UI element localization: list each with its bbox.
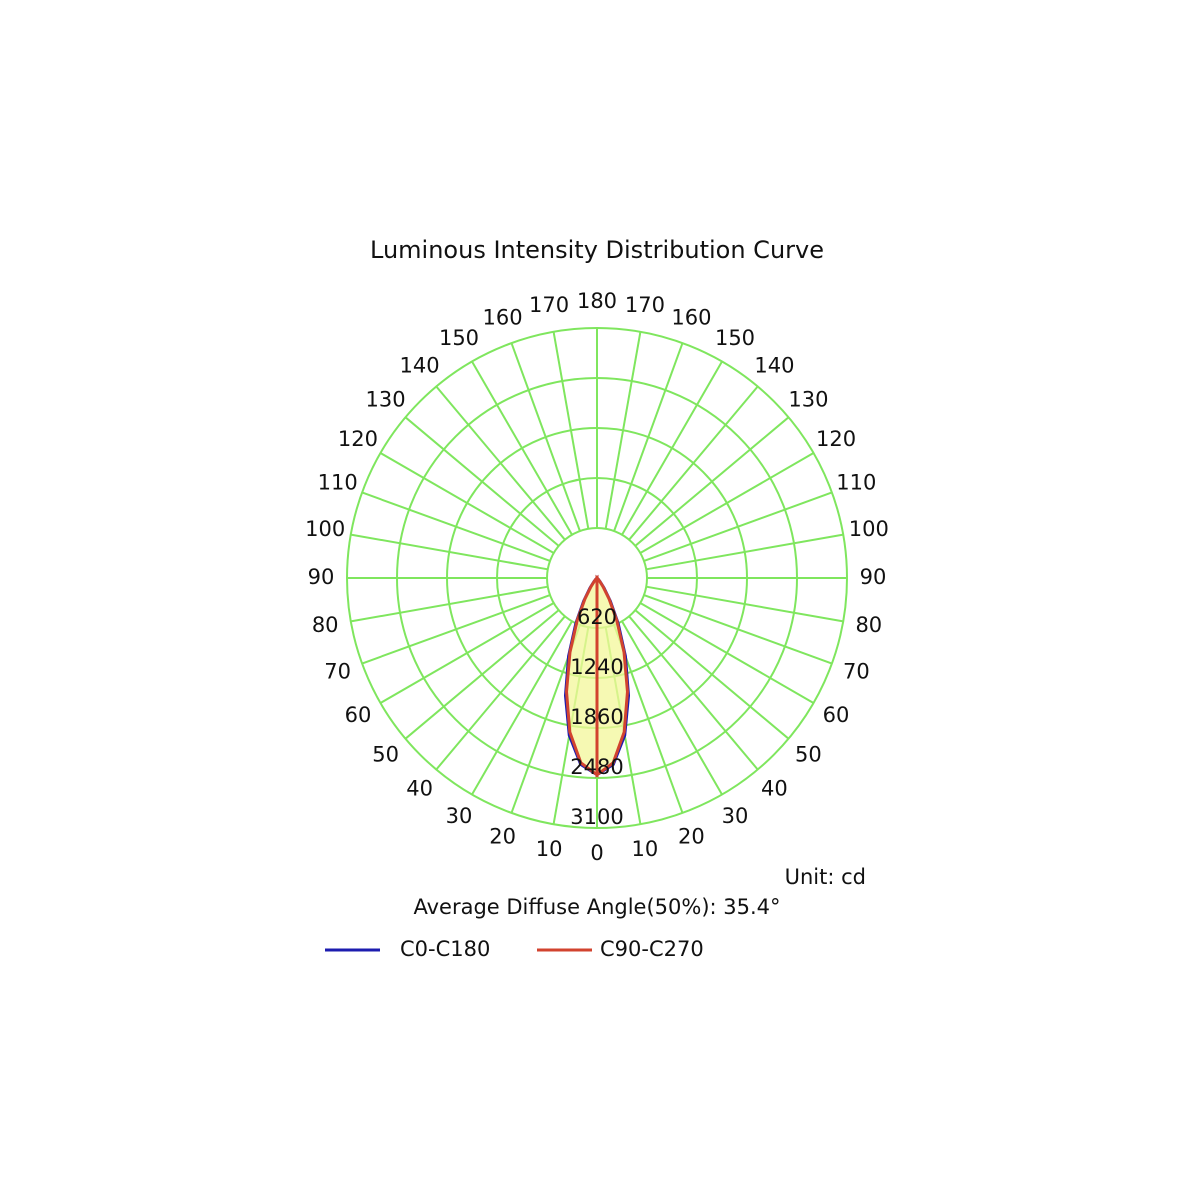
grid-spoke (628, 615, 759, 771)
grid-spoke (646, 585, 844, 623)
angle-label: 50 (795, 742, 822, 766)
angle-label: 70 (843, 659, 870, 683)
angle-label: 150 (715, 326, 755, 350)
grid-spoke (646, 533, 844, 571)
grid-spoke (639, 602, 815, 704)
radial-label: 3100 (570, 805, 623, 829)
angle-label: 140 (400, 354, 440, 378)
intensity-curve (565, 574, 599, 778)
angle-label: 90 (860, 565, 887, 589)
angle-label: 130 (366, 388, 406, 412)
grid-spoke (379, 452, 555, 554)
grid-spoke (621, 620, 723, 796)
angle-label: 160 (483, 306, 523, 330)
grid-spoke (435, 385, 566, 541)
angle-label: 100 (305, 517, 345, 541)
angle-label: 70 (324, 659, 351, 683)
angle-label: 180 (577, 289, 617, 313)
grid-spoke (643, 594, 833, 665)
radial-label: 2480 (570, 755, 623, 779)
grid-spoke (361, 491, 551, 562)
grid-spoke (604, 331, 642, 529)
angle-label: 30 (722, 804, 749, 828)
angle-label: 80 (312, 613, 339, 637)
grid-spoke (621, 360, 723, 536)
grid-spoke (552, 331, 590, 529)
angle-label: 20 (678, 824, 705, 848)
angle-label: 50 (372, 742, 399, 766)
angle-label: 80 (855, 613, 882, 637)
grid-spoke (510, 342, 581, 532)
grid-spoke (613, 342, 684, 532)
grid-spoke (643, 491, 833, 562)
angle-label: 140 (754, 354, 794, 378)
angle-label: 40 (406, 776, 433, 800)
angle-label: 130 (788, 388, 828, 412)
angle-label: 170 (529, 293, 569, 317)
angle-label: 110 (318, 471, 358, 495)
grid-spoke (471, 620, 573, 796)
grid-spoke (639, 452, 815, 554)
unit-label: Unit: cd (785, 865, 866, 889)
angle-label: 160 (671, 306, 711, 330)
angle-label: 10 (536, 837, 563, 861)
grid-spoke (628, 385, 759, 541)
angle-label: 30 (446, 804, 473, 828)
angle-label: 40 (761, 776, 788, 800)
angle-label: 120 (338, 427, 378, 451)
angle-label: 100 (849, 517, 889, 541)
angle-label: 90 (308, 565, 335, 589)
annotation: Average Diffuse Angle(50%): 35.4° (413, 895, 780, 919)
grid-spoke (350, 585, 548, 623)
grid-spoke (634, 609, 790, 740)
grid-spoke (404, 609, 560, 740)
angle-label: 170 (625, 293, 665, 317)
grid-spoke (361, 594, 551, 665)
grid-spoke (435, 615, 566, 771)
grid-spoke (404, 416, 560, 547)
angle-label: 150 (439, 326, 479, 350)
chart-title: Luminous Intensity Distribution Curve (370, 236, 824, 264)
radial-label: 1240 (570, 655, 623, 679)
radial-label: 1860 (570, 705, 623, 729)
grid-spoke (379, 602, 555, 704)
angle-label: 120 (816, 427, 856, 451)
angle-label: 0 (590, 841, 603, 865)
angle-label: 20 (489, 824, 516, 848)
grid-spoke (634, 416, 790, 547)
angle-label: 10 (632, 837, 659, 861)
radial-label: 620 (577, 605, 617, 629)
legend-label: C0-C180 (400, 937, 490, 961)
angle-label: 60 (345, 703, 372, 727)
grid-spoke (350, 533, 548, 571)
grid-spoke (471, 360, 573, 536)
angle-label: 60 (823, 703, 850, 727)
angle-label: 110 (836, 471, 876, 495)
legend-label: C90-C270 (600, 937, 704, 961)
